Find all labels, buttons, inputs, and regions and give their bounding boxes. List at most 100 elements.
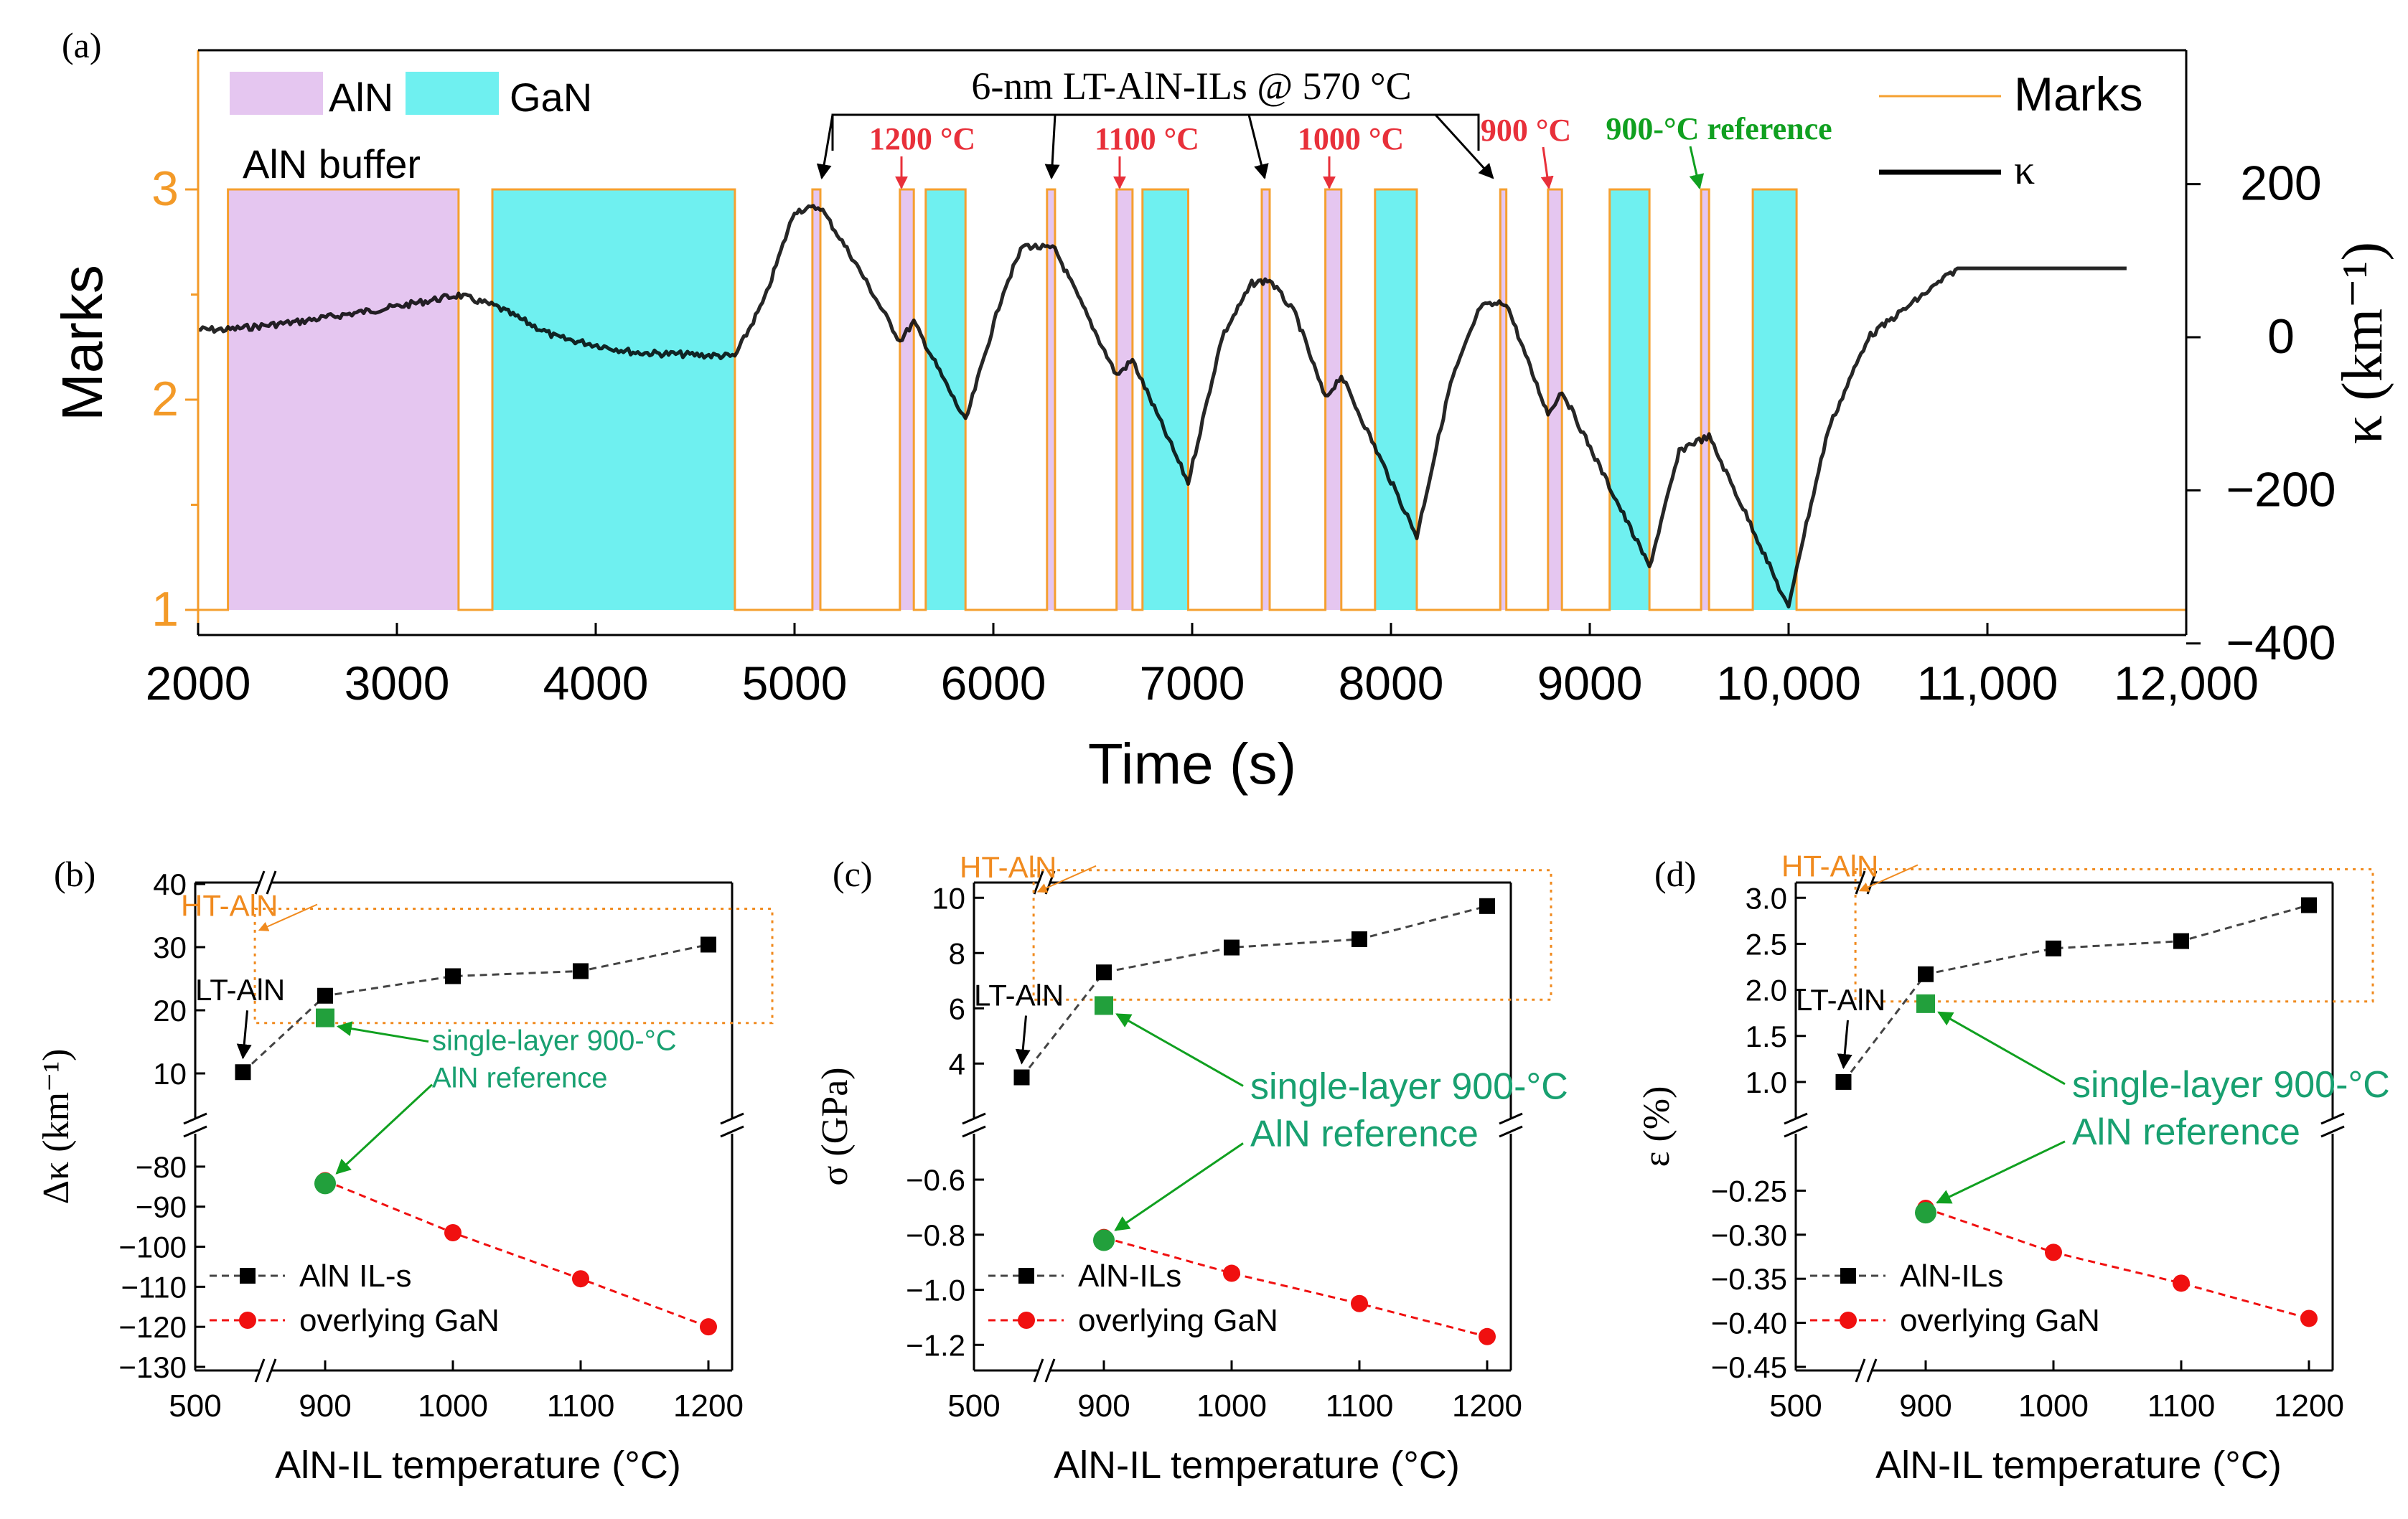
legend-aln-marker: [1018, 1268, 1034, 1284]
gan-point: [1223, 1264, 1240, 1282]
a-il-arrow-3: [1247, 114, 1269, 180]
a-y-left-label: Marks: [50, 265, 114, 421]
a-x-tick-label: 10,000: [1716, 657, 1861, 710]
ref-label-line2: AlN reference: [2072, 1111, 2300, 1153]
y-lower-tick-label: −1.2: [906, 1328, 965, 1362]
legend-aln-label: AlN-ILs: [1078, 1259, 1181, 1294]
gan-point: [1479, 1327, 1496, 1345]
ref-label-line2: AlN reference: [432, 1063, 608, 1094]
a-legend-gan-label: GaN: [510, 75, 592, 120]
ht-aln-arrow: [258, 903, 318, 931]
aln-point: [1479, 898, 1495, 914]
lt-aln-arrow: [1837, 1020, 1852, 1070]
gan-point: [1351, 1294, 1368, 1312]
y-break-mark: [183, 1125, 207, 1138]
y-lower-tick-label: −0.35: [1711, 1262, 1787, 1296]
y-lower-tick-label: −100: [118, 1231, 187, 1264]
gan-series-line: [1103, 1236, 1488, 1338]
a-il-bracket: [831, 113, 1480, 151]
a-x-label: Time (s): [1088, 732, 1296, 796]
a-legend-aln-label: AlN: [329, 75, 393, 120]
a-regions: [228, 189, 1797, 610]
a-x-tick-label: 4000: [543, 657, 649, 710]
a-y-right-tick-label: 200: [2240, 156, 2321, 211]
panel-b: (b) 500 900 1000 1100 1200 AlN-IL temperature …: [36, 854, 774, 1487]
a-y-left-tick-label: 3: [151, 161, 179, 216]
x-break-mark: [1866, 1358, 1878, 1383]
panel-label: (b): [54, 854, 95, 894]
y-break-mark: [962, 1112, 986, 1125]
panel-c: (c) 500 900 1000 1100 1200 AlN-IL temperature …: [815, 850, 1568, 1487]
aln-series-line: [1021, 905, 1488, 1078]
a-aln-region-4: [1116, 189, 1133, 610]
a-x-tick-label: 2000: [146, 657, 251, 710]
a-marks-line: [198, 188, 2186, 611]
lt-aln-arrow: [1015, 1015, 1031, 1065]
a-aln-region-7: [1500, 189, 1507, 610]
a-aln-region-2: [899, 189, 914, 610]
ht-aln-box: [1854, 868, 2374, 1003]
y-lower-tick-label: −90: [136, 1190, 187, 1224]
a-il-arrow-4: [1434, 113, 1494, 179]
aln-point: [2046, 940, 2061, 956]
x-tick-label: 1000: [1196, 1388, 1267, 1424]
y-upper-tick-label: 1.0: [1746, 1066, 1787, 1099]
a-il-arrow-2: [1044, 114, 1060, 180]
aln-point: [573, 963, 589, 979]
ht-aln-arrow: [1036, 865, 1097, 893]
ref-gan-arrow: [1936, 1140, 2066, 1204]
y-break-mark: [1784, 1112, 1808, 1125]
panel-label: (c): [833, 854, 873, 894]
aln-series-line: [242, 944, 709, 1073]
y-upper-tick-label: 2.0: [1746, 974, 1787, 1007]
aln-point: [2173, 933, 2189, 949]
y-break-mark: [1499, 1125, 1523, 1138]
x-tick-label: 1000: [2018, 1388, 2089, 1424]
x-tick-label: 1100: [547, 1388, 615, 1424]
ht-aln-label: HT-AlN: [181, 888, 278, 922]
panel-a-label: (a): [62, 25, 102, 65]
y-upper-tick-label: 6: [949, 992, 965, 1025]
a-kappa-line: [197, 204, 2127, 608]
a-aln-region-6: [1325, 189, 1341, 610]
a-legend-kappa-label: κ: [2014, 146, 2035, 193]
y-break-mark: [720, 1112, 744, 1125]
x-break-mark: [1033, 870, 1044, 895]
a-x-tick-label: 6000: [941, 657, 1046, 710]
ref-gan-point: [1915, 1202, 1936, 1224]
aln-point: [701, 936, 716, 953]
x-tick-label: 1100: [2147, 1388, 2216, 1424]
y-lower-tick-label: −130: [118, 1350, 187, 1384]
y-lower-tick-label: −110: [121, 1270, 187, 1304]
a-x-tick-label: 5000: [742, 657, 848, 710]
a-x-ticks: 2000 3000 4000 5000 6000 7000 8000 9000 10,000 11…: [146, 623, 2259, 710]
a-aln-region-9: [1701, 189, 1710, 610]
y-lower-tick-label: −0.30: [1711, 1218, 1787, 1252]
y-lower-tick-label: −80: [136, 1150, 187, 1184]
a-aln-region-1: [812, 189, 821, 610]
ref-label-line1: single-layer 900-°C: [432, 1025, 677, 1057]
a-curves: [197, 188, 2186, 611]
y-upper-tick-label: 40: [153, 867, 187, 901]
aln-point: [317, 987, 333, 1004]
y-axis-label: σ (GPa): [815, 1067, 856, 1185]
legend-aln-label: AlN IL-s: [299, 1259, 411, 1294]
a-1200-label: 1200 °C: [869, 121, 975, 156]
aln-point: [445, 968, 461, 984]
y-upper-tick-label: 1.5: [1746, 1020, 1787, 1053]
y-lower-tick-label: −0.25: [1711, 1174, 1787, 1208]
a-x-tick-label: 8000: [1339, 657, 1444, 710]
y-upper-tick-label: 10: [153, 1057, 187, 1091]
lt-aln-label: LT-AlN: [195, 973, 285, 1007]
a-y-right-tick-label: 0: [2267, 309, 2295, 364]
gan-point: [444, 1224, 462, 1242]
panel-d: (d) 500 900 1000 1100 1200 AlN-IL temperature …: [1636, 850, 2390, 1487]
legend-gan-label: overlying GaN: [1078, 1303, 1278, 1338]
gan-series-line: [324, 1180, 709, 1328]
a-y-left-tick-label: 2: [151, 372, 179, 426]
a-il-label: 6-nm LT-AlN-ILs @ 570 °C: [971, 65, 1411, 108]
ht-aln-label: HT-AlN: [960, 850, 1057, 884]
ref-aln-arrow: [336, 1021, 429, 1043]
a-900-label: 900 °C: [1481, 113, 1571, 148]
y-break-mark: [720, 1125, 744, 1138]
